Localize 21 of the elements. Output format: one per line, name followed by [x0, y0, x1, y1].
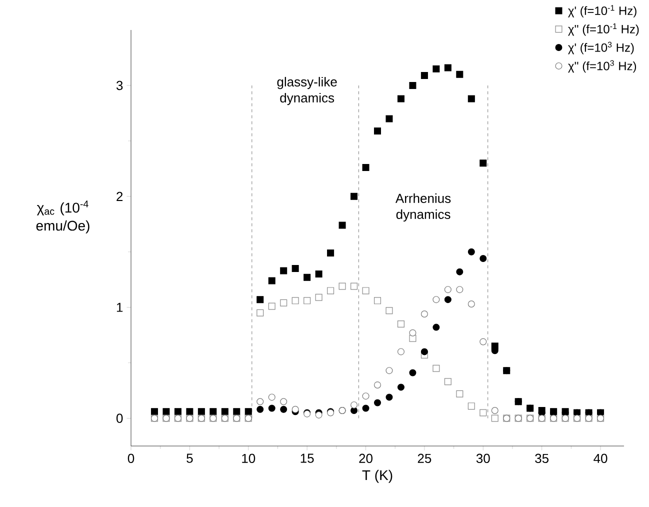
x-tick-label: 30: [476, 454, 490, 464]
legend-label: χ' (f=10$^{-1}$ Hz): [568, 5, 636, 18]
y-tick-label: 1: [116, 302, 123, 312]
text: χ$_{ac}$ (10$^{-4}$ emu/Oe): [36, 200, 90, 234]
annotation: Arrhenius dynamics: [395, 193, 451, 222]
y-tick-label: 3: [116, 80, 123, 90]
y-tick-label: 2: [116, 192, 123, 201]
legend-label: χ'' (f=10$^{-1}$ Hz): [568, 23, 639, 36]
x-tick-label: 0: [128, 454, 134, 464]
annotation: glassy-like dynamics: [277, 76, 337, 106]
x-tick-label: 35: [535, 454, 549, 464]
x-tick-label: 10: [242, 454, 256, 464]
x-tick-label: 5: [186, 454, 193, 463]
x-tick-label: 15: [300, 454, 314, 463]
legend-label: χ'' (f=10$^{3}$ Hz): [568, 60, 636, 73]
x-tick-label: 20: [359, 454, 372, 464]
x-axis-title: T (K): [362, 470, 392, 483]
y-tick-label: 0: [116, 414, 123, 423]
x-tick-label: 40: [594, 454, 608, 464]
x-tick-label: 25: [418, 454, 432, 464]
legend-label: χ' (f=10$^{3}$ Hz): [568, 42, 634, 54]
